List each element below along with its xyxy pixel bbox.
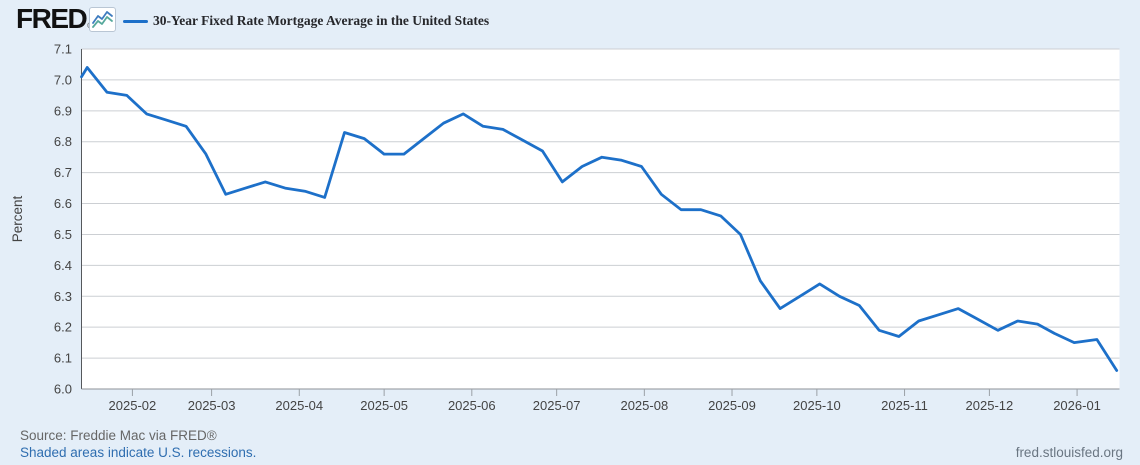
sparkline-chart-icon <box>89 7 116 32</box>
series-legend-label: 30-Year Fixed Rate Mortgage Average in t… <box>153 13 490 28</box>
x-axis-tick-label: 2025-06 <box>448 398 496 413</box>
y-axis-tick-label: 7.1 <box>54 42 72 57</box>
y-axis-tick-label: 6.1 <box>54 351 72 366</box>
y-axis-tick-label: 6.4 <box>54 258 72 273</box>
x-axis-tick-label: 2025-05 <box>360 398 408 413</box>
x-axis-tick-label: 2025-09 <box>708 398 756 413</box>
y-axis-tick-label: 6.5 <box>54 227 72 242</box>
x-axis-tick-label: 2025-08 <box>620 398 668 413</box>
y-axis-tick-label: 6.3 <box>54 289 72 304</box>
y-axis-title: Percent <box>10 195 25 242</box>
y-axis-tick-label: 6.7 <box>54 165 72 180</box>
legend-line-swatch <box>123 20 148 23</box>
series-line <box>80 66 1119 372</box>
y-axis-tick-label: 6.0 <box>54 382 72 397</box>
y-axis-tick-label: 6.9 <box>54 103 72 118</box>
x-axis-tick-label: 2025-04 <box>275 398 323 413</box>
y-axis-tick-label: 7.0 <box>54 72 72 87</box>
fred-logo-text: FRED <box>16 3 88 34</box>
x-axis-tick-label: 2025-10 <box>793 398 841 413</box>
line-chart[interactable]: 6.0 6.1 6.2 6.3 6.4 6.5 6.6 6.7 6.8 6.9 7.0 7.1 2025… <box>0 0 1140 420</box>
x-axis-tick-label: 2026-01 <box>1053 398 1101 413</box>
y-axis-tick-label: 6.2 <box>54 320 72 335</box>
source-note: Source: Freddie Mac via FRED® <box>20 428 217 443</box>
x-axis-tick-label: 2025-11 <box>881 398 928 413</box>
y-axis-tick-label: 6.6 <box>54 196 72 211</box>
recessions-link[interactable]: Shaded areas indicate U.S. recessions. <box>20 445 257 460</box>
y-axis-tick-label: 6.8 <box>54 134 72 149</box>
x-axis-tick-label: 2025-07 <box>533 398 581 413</box>
site-link[interactable]: fred.stlouisfed.org <box>1015 445 1123 460</box>
plot-area <box>81 49 1120 389</box>
x-axis-tick-label: 2025-03 <box>188 398 236 413</box>
x-axis-tick-label: 2025-12 <box>966 398 1014 413</box>
x-axis-tick-label: 2025-02 <box>109 398 157 413</box>
